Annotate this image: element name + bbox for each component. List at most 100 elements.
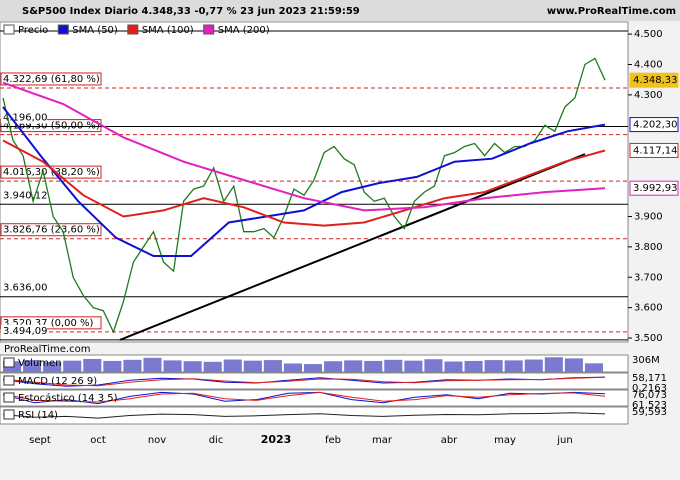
last-value-label: 3.992,93 — [633, 183, 678, 194]
indicator-value: 59,593 — [632, 407, 667, 418]
volume-bar — [324, 361, 343, 372]
indicator-swatch — [3, 409, 15, 420]
volume-bar — [23, 360, 42, 372]
site: www.ProRealTime.com — [547, 6, 676, 17]
level-label: 4.322,69 (61,80 %) — [3, 74, 100, 85]
volume-bar — [504, 360, 523, 372]
indicator-value: 61,523 — [632, 400, 667, 411]
volume-bar — [263, 360, 282, 372]
volume-bar — [283, 363, 302, 372]
legend-swatch — [57, 24, 69, 35]
legend-swatch — [3, 24, 15, 35]
volume-bar — [564, 358, 583, 372]
x-tick-label: sept — [29, 435, 51, 446]
y-tick-label: 3.600 — [634, 303, 663, 314]
volume-bar — [223, 359, 242, 372]
indicator-line — [2, 391, 606, 403]
legend-label: SMA (50) — [72, 25, 118, 36]
volume-bar — [584, 363, 603, 372]
legend-label: SMA (100) — [142, 25, 194, 36]
x-tick-label: jun — [556, 435, 572, 446]
indicator-name: Estocástico (14 3 5) — [18, 392, 118, 404]
indicator-value: 76,073 — [632, 390, 667, 401]
y-tick-label: 3.700 — [634, 272, 663, 283]
volume-bar — [344, 360, 363, 372]
volume-bar — [123, 359, 142, 372]
level-label: 4.016,30 (38,20 %) — [3, 167, 100, 178]
x-axis-bar — [0, 430, 628, 450]
header-bar — [0, 0, 680, 21]
last-value-box — [629, 142, 679, 158]
indicator-name: MACD (12 26 9) — [18, 376, 97, 387]
level-label-box — [1, 281, 47, 294]
x-tick-label: 2023 — [261, 433, 292, 446]
indicator-swatch — [3, 357, 15, 368]
volume-bar — [464, 360, 483, 372]
level-label: 3.940,12 — [3, 190, 48, 201]
x-tick-label: mar — [372, 435, 393, 446]
indicator-line — [2, 376, 606, 387]
series-line — [2, 106, 606, 257]
watermark: ProRealTime.com — [4, 344, 90, 355]
series-line — [2, 139, 606, 227]
last-value-box — [629, 72, 679, 88]
volume-bar — [364, 360, 383, 372]
volume-bar — [203, 361, 222, 372]
volume-bar — [424, 359, 443, 372]
volume-bar — [524, 359, 543, 372]
volume-bar — [103, 360, 122, 372]
legend-label: Precio — [18, 25, 48, 36]
last-value-box — [629, 117, 679, 133]
last-value-box — [629, 180, 679, 196]
volume-bar — [304, 364, 323, 372]
volume-bar — [163, 360, 182, 372]
x-tick-label: dic — [209, 435, 224, 446]
x-tick-label: feb — [325, 435, 341, 446]
x-tick-label: nov — [148, 435, 166, 446]
indicator-swatch — [3, 392, 15, 403]
volume-bar — [243, 360, 262, 372]
indicator-line — [2, 412, 606, 419]
last-value-label: 4.348,33 — [633, 75, 678, 86]
volume-bar — [544, 357, 563, 372]
level-label-box — [0, 72, 102, 86]
indicator-value: 58,171 — [632, 373, 667, 384]
legend-swatch — [203, 24, 215, 35]
last-value-label: 4.202,30 — [633, 120, 678, 131]
level-label-box — [0, 223, 102, 237]
chart-title: S&P500 Index Diario 4.348,33 -0,77 % 23 … — [22, 6, 360, 17]
level-label-box — [1, 324, 47, 337]
series-line — [2, 81, 606, 212]
volume-bar — [43, 362, 62, 372]
x-tick-label: abr — [441, 435, 458, 446]
indicator-value: 306M — [632, 355, 660, 366]
level-label: 3.826,76 (23,60 %) — [3, 225, 100, 236]
volume-bar — [143, 357, 162, 372]
legend-swatch — [127, 24, 139, 35]
y-tick-label: 3.500 — [634, 333, 663, 344]
indicator-value: 0,2163 — [632, 383, 667, 394]
indicator-name: RSI (14) — [18, 410, 58, 421]
indicator-line — [2, 391, 606, 405]
indicator-panel — [0, 389, 629, 407]
x-tick-label: may — [494, 435, 516, 446]
price-panel — [0, 21, 629, 343]
volume-bar — [183, 361, 202, 372]
y-tick-label: 4.300 — [634, 90, 663, 101]
indicator-panel — [0, 372, 629, 390]
indicator-name: Volumen — [18, 358, 62, 369]
x-tick-label: oct — [90, 435, 106, 446]
level-label: 4.196,00 — [3, 112, 48, 123]
volume-bar — [404, 360, 423, 372]
legend-label: SMA (200) — [218, 25, 270, 36]
y-tick-label: 4.400 — [634, 59, 663, 70]
level-label: 3.636,00 — [3, 283, 48, 294]
indicator-line — [2, 376, 606, 387]
indicator-panel — [0, 406, 629, 425]
level-label: 3.520,37 (0,00 %) — [3, 318, 94, 329]
last-value-label: 4.117,14 — [633, 145, 678, 156]
y-tick-label: 4.500 — [634, 29, 663, 40]
volume-bar — [444, 361, 463, 372]
y-tick-label: 3.800 — [634, 242, 663, 253]
